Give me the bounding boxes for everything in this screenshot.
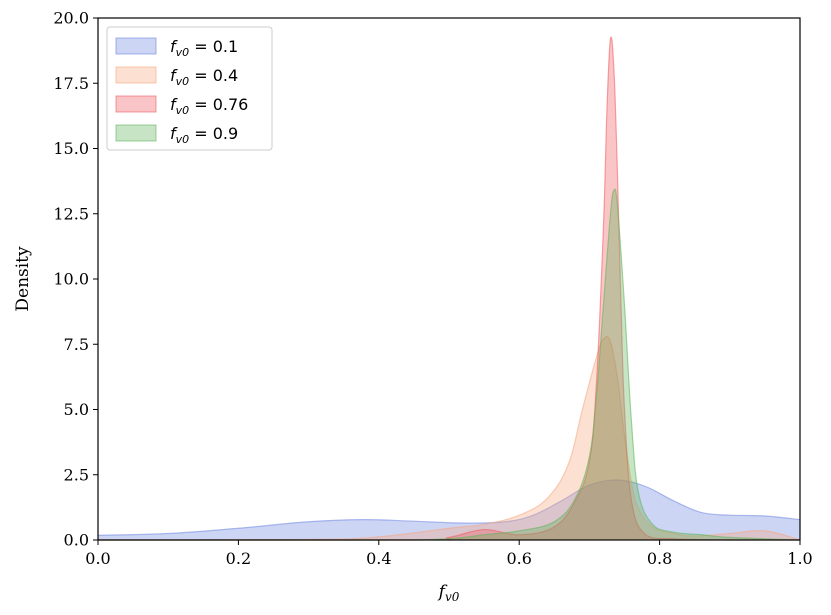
x-tick-label: 0.4 bbox=[366, 549, 391, 568]
density-area-3 bbox=[98, 189, 800, 541]
x-axis-label: fv0 bbox=[437, 582, 460, 604]
density-area-1 bbox=[98, 336, 800, 540]
x-tick-label: 0.6 bbox=[506, 549, 531, 568]
x-axis-label-main: f bbox=[437, 582, 448, 602]
legend-item: fv0 = 0.9 bbox=[115, 124, 238, 146]
density-line-1 bbox=[97, 336, 801, 541]
y-tick-label: 2.5 bbox=[64, 465, 89, 484]
density-areas bbox=[97, 36, 801, 541]
legend-label-rest: = 0.76 bbox=[189, 95, 248, 114]
y-tick-label: 5.0 bbox=[64, 400, 89, 419]
legend-label: fv0 = 0.76 bbox=[170, 95, 248, 117]
legend-swatch bbox=[115, 124, 157, 142]
legend-swatch bbox=[115, 66, 157, 84]
y-tick-label: 17.5 bbox=[53, 74, 89, 93]
legend-label-rest: = 0.9 bbox=[189, 124, 238, 143]
legend-label-sub: v0 bbox=[176, 46, 190, 59]
y-tick-label: 12.5 bbox=[53, 204, 89, 223]
legend-item: fv0 = 0.76 bbox=[115, 95, 248, 117]
legend-label: fv0 = 0.4 bbox=[170, 66, 238, 88]
density-line-3 bbox=[98, 188, 801, 541]
legend-label-sub: v0 bbox=[176, 133, 190, 146]
legend-label-main: f bbox=[170, 124, 178, 143]
legend-label-rest: = 0.4 bbox=[189, 66, 238, 85]
legend-swatch bbox=[115, 37, 157, 55]
legend-label-sub: v0 bbox=[176, 75, 190, 88]
legend-item: fv0 = 0.1 bbox=[115, 37, 238, 59]
legend-label-main: f bbox=[170, 37, 178, 56]
tick-labels: 0.0 0.2 0.4 0.6 0.8 1.0 0.0 2.5 5.0 7.5 10.0 12.5 15… bbox=[53, 9, 812, 569]
legend-label-main: f bbox=[170, 66, 178, 85]
legend-item: fv0 = 0.4 bbox=[115, 66, 238, 88]
legend-swatch bbox=[115, 95, 157, 113]
legend-label: fv0 = 0.1 bbox=[170, 37, 238, 59]
plot-frame bbox=[97, 17, 801, 541]
legend-label-sub: v0 bbox=[176, 104, 190, 117]
y-tick-label: 15.0 bbox=[53, 139, 89, 158]
legend-box bbox=[106, 26, 273, 151]
x-tick-label: 0.0 bbox=[85, 549, 110, 568]
density-line-2 bbox=[98, 36, 800, 541]
legend-label-rest: = 0.1 bbox=[189, 37, 238, 56]
axis-ticks bbox=[93, 17, 801, 545]
x-tick-label: 1.0 bbox=[787, 549, 812, 568]
y-tick-label: 0.0 bbox=[64, 531, 89, 550]
y-axis-label: Density bbox=[13, 246, 33, 312]
y-tick-label: 10.0 bbox=[53, 270, 89, 289]
y-tick-label: 7.5 bbox=[64, 335, 89, 354]
legend-label: fv0 = 0.9 bbox=[170, 124, 238, 146]
legend-label-main: f bbox=[170, 95, 178, 114]
x-tick-label: 0.8 bbox=[647, 549, 672, 568]
x-tick-label: 0.2 bbox=[226, 549, 251, 568]
y-tick-label: 20.0 bbox=[53, 9, 89, 28]
density-line-0 bbox=[97, 479, 801, 536]
x-axis-label-sub: v0 bbox=[445, 590, 460, 604]
